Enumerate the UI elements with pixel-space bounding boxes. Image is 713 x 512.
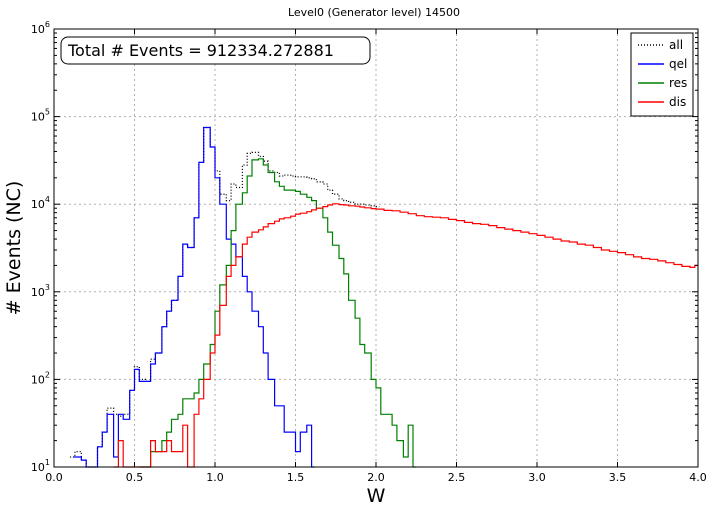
x-tick-label: 1.0 [206, 471, 224, 484]
axis-ticks: 0.0 0.5 1.0 1.5 2.0 2.5 3.0 3.5 4.01011021031041… [31, 20, 707, 484]
series-layer [70, 126, 698, 468]
legend-label-res: res [669, 76, 687, 90]
legend-label-qel: qel [669, 57, 687, 71]
x-tick-label: 0.5 [126, 471, 144, 484]
series-dis [113, 203, 698, 468]
x-tick-label: 3.5 [609, 471, 627, 484]
y-tick-label: 104 [31, 195, 50, 211]
chart-title: Level0 (Generator level) 14500 [288, 6, 460, 19]
legend-label-all: all [669, 38, 683, 52]
x-tick-label: 4.0 [689, 471, 707, 484]
series-res [139, 158, 417, 468]
x-axis-title: W [367, 485, 386, 507]
total-events-annotation: Total # Events = 912334.272881 [60, 36, 371, 65]
x-tick-label: 2.0 [367, 471, 385, 484]
legend: all qel res dis [630, 32, 694, 117]
y-tick-label: 102 [31, 370, 50, 386]
y-tick-label: 103 [31, 283, 50, 299]
x-tick-label: 2.5 [448, 471, 466, 484]
x-tick-label: 1.5 [287, 471, 305, 484]
legend-label-dis: dis [669, 95, 686, 109]
total-events-text: Total # Events = 912334.272881 [67, 41, 334, 60]
y-tick-label: 106 [31, 20, 50, 36]
y-axis-title: # Events (NC) [3, 181, 25, 316]
x-tick-label: 3.0 [528, 471, 546, 484]
x-tick-label: 0.0 [45, 471, 63, 484]
y-tick-label: 105 [31, 108, 50, 124]
series-all [70, 126, 380, 468]
